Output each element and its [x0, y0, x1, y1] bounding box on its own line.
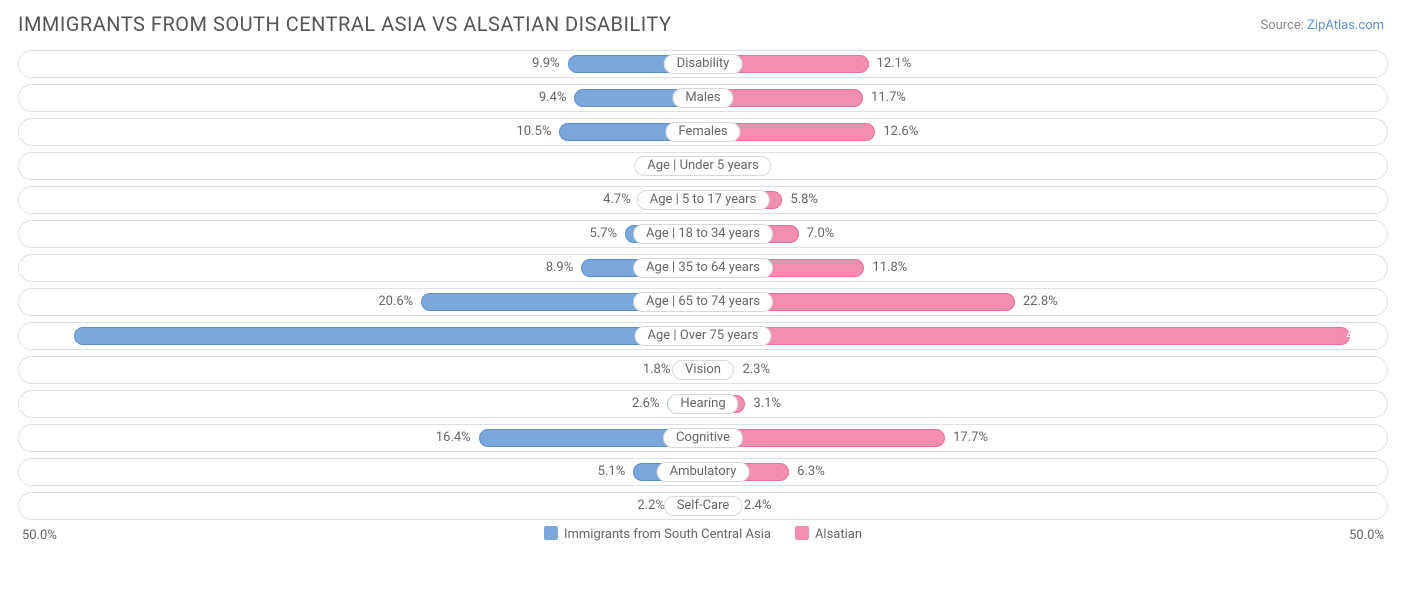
value-left: 8.9% — [546, 255, 574, 281]
value-left: 2.6% — [632, 391, 660, 417]
value-right: 12.1% — [877, 51, 912, 77]
value-left: 1.8% — [643, 357, 671, 383]
chart-row: 2.2% 2.4%Self-Care — [18, 492, 1388, 520]
category-label: Disability — [664, 54, 743, 74]
source-attribution: Source: ZipAtlas.com — [1260, 18, 1384, 33]
value-right: 5.8% — [790, 187, 818, 213]
value-left: 9.4% — [539, 85, 567, 111]
legend-item-right: Alsatian — [795, 526, 862, 542]
legend-label-left: Immigrants from South Central Asia — [564, 527, 771, 542]
chart-row: 8.9% 11.8% Age | 35 to 64 years — [18, 254, 1388, 282]
value-right: 17.7% — [953, 425, 988, 451]
legend-label-right: Alsatian — [815, 527, 862, 542]
value-left: 10.5% — [517, 119, 552, 145]
chart-row: 5.7% 7.0% Age | 18 to 34 years — [18, 220, 1388, 248]
category-label: Age | Under 5 years — [634, 156, 771, 176]
source-link[interactable]: ZipAtlas.com — [1307, 18, 1384, 33]
diverging-bar-chart: 9.9% 12.1% Disability 9.4% 11.7% Males 10.5% 12… — [18, 50, 1388, 520]
category-label: Age | 5 to 17 years — [637, 190, 770, 210]
category-label: Males — [672, 88, 733, 108]
legend: Immigrants from South Central Asia Alsat… — [544, 526, 862, 542]
chart-row: 1.0%1.2%Age | Under 5 years — [18, 152, 1388, 180]
value-right: 2.3% — [742, 357, 770, 383]
category-label: Females — [665, 122, 740, 142]
category-label: Age | 65 to 74 years — [633, 292, 773, 312]
value-right: 3.1% — [753, 391, 781, 417]
category-label: Cognitive — [663, 428, 743, 448]
source-prefix: Source: — [1260, 18, 1307, 33]
value-right: 6.3% — [797, 459, 825, 485]
legend-item-left: Immigrants from South Central Asia — [544, 526, 771, 542]
category-label: Age | 35 to 64 years — [633, 258, 773, 278]
axis-max-left: 50.0% — [22, 528, 57, 543]
category-label: Age | Over 75 years — [635, 326, 772, 346]
value-right: 11.8% — [872, 255, 907, 281]
axis-max-right: 50.0% — [1349, 528, 1384, 543]
value-right: 47.3% — [1346, 323, 1381, 349]
legend-swatch-left — [544, 526, 558, 540]
chart-row: 4.7% 5.8% Age | 5 to 17 years — [18, 186, 1388, 214]
value-left: 4.7% — [603, 187, 631, 213]
chart-row: 5.1% 6.3% Ambulatory — [18, 458, 1388, 486]
chart-row: 2.6% 3.1% Hearing — [18, 390, 1388, 418]
value-right: 7.0% — [807, 221, 835, 247]
chart-row: 10.5% 12.6% Females — [18, 118, 1388, 146]
value-right: 22.8% — [1023, 289, 1058, 315]
value-left: 5.1% — [598, 459, 626, 485]
category-label: Age | 18 to 34 years — [633, 224, 773, 244]
value-left: 2.2% — [637, 493, 665, 519]
category-label: Self-Care — [664, 496, 743, 516]
legend-swatch-right — [795, 526, 809, 540]
value-right: 11.7% — [871, 85, 906, 111]
bar-right — [703, 327, 1350, 345]
chart-row: 9.9% 12.1% Disability — [18, 50, 1388, 78]
category-label: Ambulatory — [657, 462, 750, 482]
chart-row: 46.0% 47.3% Age | Over 75 years — [18, 322, 1388, 350]
chart-footer: 50.0% 50.0% Immigrants from South Centra… — [18, 526, 1388, 550]
value-left: 9.9% — [532, 51, 560, 77]
value-left: 5.7% — [589, 221, 617, 247]
chart-row: 16.4% 17.7% Cognitive — [18, 424, 1388, 452]
category-label: Vision — [672, 360, 734, 380]
value-left: 16.4% — [436, 425, 471, 451]
chart-row: 9.4% 11.7% Males — [18, 84, 1388, 112]
bar-left — [74, 327, 703, 345]
value-right: 12.6% — [883, 119, 918, 145]
value-right: 2.4% — [744, 493, 772, 519]
chart-title: IMMIGRANTS FROM SOUTH CENTRAL ASIA VS AL… — [18, 12, 1388, 36]
value-left: 20.6% — [378, 289, 413, 315]
value-left: 46.0% — [25, 323, 60, 349]
chart-row: 1.8% 2.3% Vision — [18, 356, 1388, 384]
category-label: Hearing — [667, 394, 738, 414]
chart-row: 20.6% 22.8% Age | 65 to 74 years — [18, 288, 1388, 316]
